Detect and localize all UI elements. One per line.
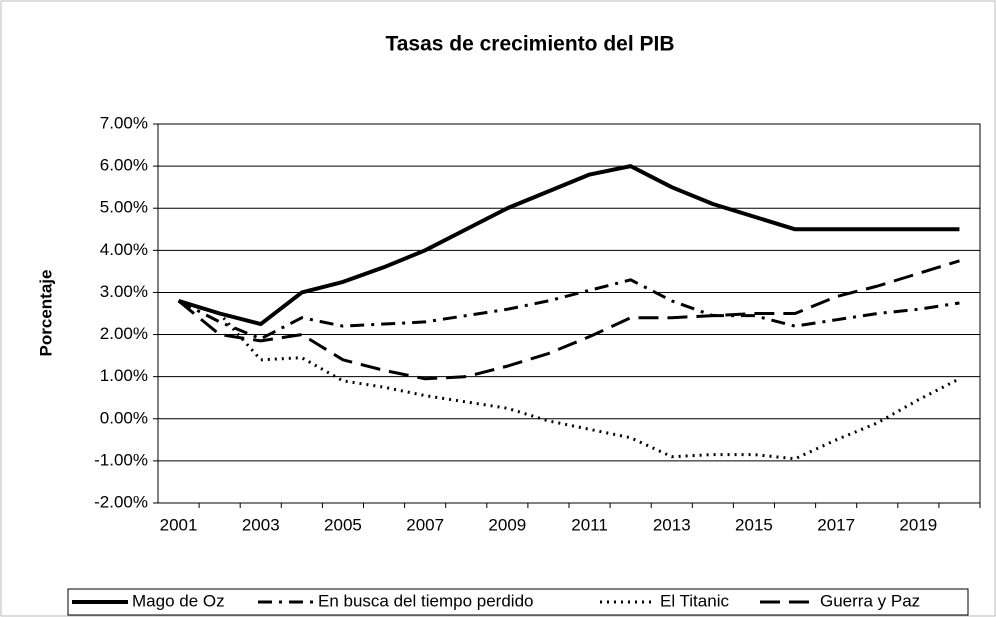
x-tick-label: 2003 [242, 515, 280, 534]
x-tick-label: 2019 [899, 515, 937, 534]
series-line [178, 299, 961, 461]
x-tick-label: 2015 [735, 515, 773, 534]
legend-label: En busca del tiempo perdido [318, 591, 533, 610]
series-line [177, 164, 960, 327]
series-line [177, 259, 960, 381]
y-tick-label: 5.00% [100, 198, 148, 217]
x-tick-label: 2005 [324, 515, 362, 534]
x-tick-label: 2007 [406, 515, 444, 534]
y-axis-label: Porcentaje [36, 270, 55, 357]
y-tick-label: 0.00% [100, 408, 148, 427]
x-tick-label: 2011 [571, 515, 608, 534]
y-tick-label: 3.00% [100, 282, 148, 301]
y-tick-label: -2.00% [94, 492, 148, 511]
legend-label: Guerra y Paz [820, 591, 920, 610]
y-tick-label: 1.00% [100, 366, 148, 385]
x-tick-label: 2013 [653, 515, 691, 534]
legend-box [67, 588, 969, 616]
legend-label: Mago de Oz [132, 591, 225, 610]
y-tick-label: -1.00% [94, 450, 148, 469]
series-line [177, 278, 960, 341]
x-tick-label: 2017 [817, 515, 855, 534]
x-tick-label: 2009 [488, 515, 526, 534]
y-tick-label: 2.00% [100, 324, 148, 343]
legend-label: El Titanic [660, 591, 729, 610]
y-tick-label: 7.00% [100, 113, 148, 132]
y-tick-label: 4.00% [100, 240, 148, 259]
chart-title: Tasas de crecimiento del PIB [385, 33, 674, 56]
y-tick-label: 6.00% [100, 156, 148, 175]
x-tick-label: 2001 [160, 515, 198, 534]
